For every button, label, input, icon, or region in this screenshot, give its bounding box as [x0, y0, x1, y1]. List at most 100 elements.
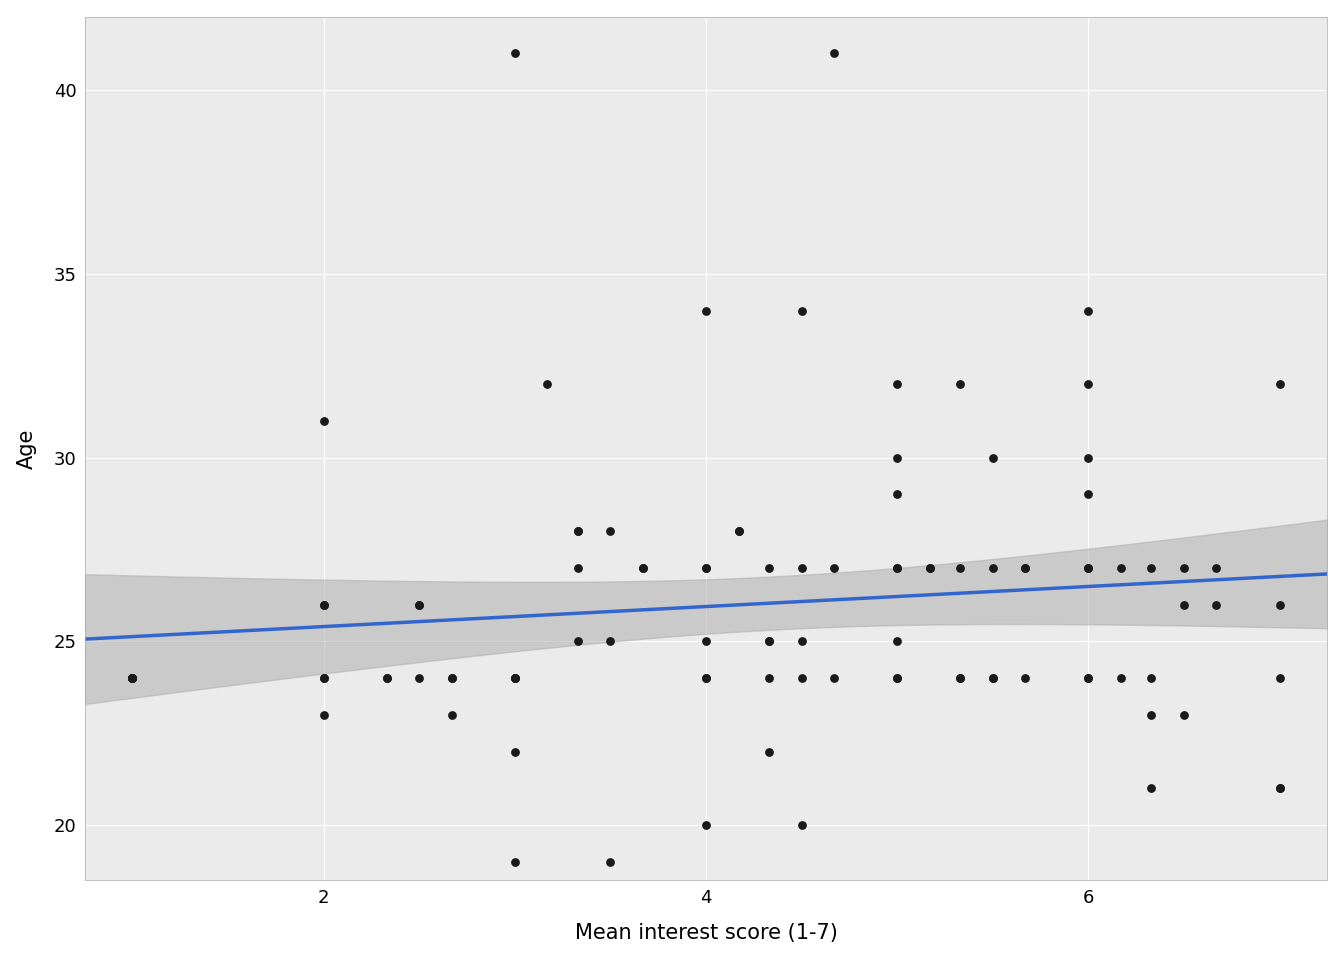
- Point: [504, 670, 526, 685]
- Point: [1173, 597, 1195, 612]
- Point: [758, 670, 780, 685]
- Point: [758, 634, 780, 649]
- Point: [1078, 670, 1099, 685]
- Point: [376, 670, 398, 685]
- Point: [441, 670, 462, 685]
- Point: [758, 744, 780, 759]
- Point: [313, 670, 335, 685]
- Point: [727, 523, 749, 539]
- Point: [504, 854, 526, 870]
- Point: [949, 376, 970, 392]
- Point: [1206, 597, 1227, 612]
- Point: [441, 670, 462, 685]
- Point: [949, 561, 970, 576]
- Point: [887, 561, 909, 576]
- Point: [887, 561, 909, 576]
- Point: [727, 523, 749, 539]
- Point: [1015, 670, 1036, 685]
- Point: [1078, 487, 1099, 502]
- Point: [695, 561, 716, 576]
- Point: [313, 597, 335, 612]
- Point: [441, 708, 462, 723]
- Point: [695, 634, 716, 649]
- Point: [313, 708, 335, 723]
- Point: [1078, 561, 1099, 576]
- Point: [887, 450, 909, 466]
- Point: [982, 670, 1004, 685]
- Point: [122, 670, 144, 685]
- Point: [599, 523, 621, 539]
- Point: [695, 670, 716, 685]
- Point: [632, 561, 653, 576]
- Point: [1078, 670, 1099, 685]
- Point: [1269, 780, 1290, 796]
- Point: [1173, 561, 1195, 576]
- Point: [1110, 670, 1132, 685]
- Point: [567, 523, 589, 539]
- Point: [1269, 376, 1290, 392]
- Point: [887, 670, 909, 685]
- Point: [504, 670, 526, 685]
- Point: [824, 670, 845, 685]
- Point: [790, 561, 812, 576]
- Point: [1269, 597, 1290, 612]
- Point: [122, 670, 144, 685]
- Point: [949, 670, 970, 685]
- Point: [887, 670, 909, 685]
- Point: [919, 561, 941, 576]
- Point: [1078, 376, 1099, 392]
- Point: [599, 854, 621, 870]
- Point: [982, 450, 1004, 466]
- Point: [790, 670, 812, 685]
- Point: [1206, 561, 1227, 576]
- Point: [504, 670, 526, 685]
- Point: [949, 670, 970, 685]
- Point: [695, 303, 716, 319]
- Point: [122, 670, 144, 685]
- Point: [567, 634, 589, 649]
- Point: [1078, 450, 1099, 466]
- Point: [504, 744, 526, 759]
- Point: [599, 634, 621, 649]
- Point: [1078, 303, 1099, 319]
- Point: [313, 597, 335, 612]
- Point: [982, 670, 1004, 685]
- Point: [409, 670, 430, 685]
- Point: [824, 561, 845, 576]
- Point: [695, 818, 716, 833]
- Point: [1141, 561, 1163, 576]
- Point: [887, 487, 909, 502]
- Point: [695, 561, 716, 576]
- Point: [504, 46, 526, 61]
- Point: [887, 376, 909, 392]
- Point: [1269, 670, 1290, 685]
- Point: [790, 303, 812, 319]
- Point: [567, 523, 589, 539]
- Point: [790, 818, 812, 833]
- Point: [536, 376, 558, 392]
- Point: [567, 561, 589, 576]
- Point: [409, 597, 430, 612]
- Point: [887, 634, 909, 649]
- Point: [313, 413, 335, 428]
- Point: [1110, 561, 1132, 576]
- Point: [1141, 708, 1163, 723]
- Point: [1141, 780, 1163, 796]
- Point: [313, 670, 335, 685]
- Point: [1078, 561, 1099, 576]
- Point: [982, 561, 1004, 576]
- Point: [1015, 561, 1036, 576]
- Point: [695, 670, 716, 685]
- Point: [122, 670, 144, 685]
- X-axis label: Mean interest score (1-7): Mean interest score (1-7): [575, 924, 837, 944]
- Point: [1141, 670, 1163, 685]
- Point: [409, 597, 430, 612]
- Point: [1173, 708, 1195, 723]
- Point: [1015, 561, 1036, 576]
- Point: [122, 670, 144, 685]
- Point: [632, 561, 653, 576]
- Y-axis label: Age: Age: [16, 428, 36, 468]
- Point: [758, 634, 780, 649]
- Point: [122, 670, 144, 685]
- Point: [790, 634, 812, 649]
